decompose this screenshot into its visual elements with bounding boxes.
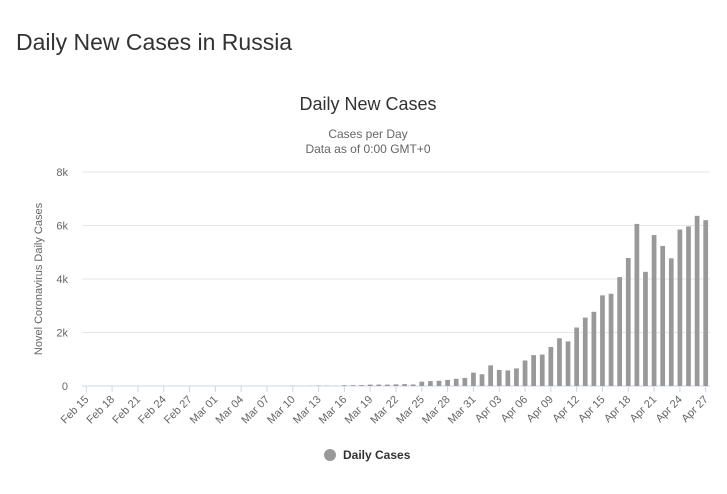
- bar[interactable]: [694, 215, 700, 386]
- bar[interactable]: [668, 258, 674, 386]
- bar[interactable]: [651, 235, 657, 386]
- x-tick-label: Apr 09: [525, 394, 556, 425]
- bar[interactable]: [402, 384, 407, 386]
- bar[interactable]: [625, 258, 631, 386]
- y-tick-label: 2k: [56, 328, 68, 340]
- x-tick-label: Mar 01: [188, 394, 221, 427]
- bar[interactable]: [643, 271, 648, 386]
- y-axis-label: Novel Coronavirus Daily Cases: [33, 202, 45, 355]
- legend-label-daily-cases: Daily Cases: [343, 448, 411, 462]
- bar[interactable]: [686, 226, 691, 386]
- bar[interactable]: [367, 384, 373, 386]
- bar[interactable]: [617, 277, 623, 386]
- bar[interactable]: [557, 338, 562, 386]
- bar[interactable]: [677, 229, 683, 386]
- y-tick-label: 8k: [56, 167, 68, 179]
- bar[interactable]: [428, 381, 433, 386]
- bar[interactable]: [496, 369, 502, 386]
- x-tick-label: Mar 22: [368, 394, 401, 427]
- x-tick-label: Mar 31: [446, 394, 479, 427]
- bar[interactable]: [376, 384, 382, 386]
- x-tick-label: Feb 24: [136, 394, 169, 427]
- bar[interactable]: [522, 360, 528, 386]
- legend[interactable]: Daily Cases: [324, 448, 411, 462]
- bar[interactable]: [410, 384, 416, 386]
- y-axis-ticks: 0 2k 4k 6k 8k: [56, 167, 68, 393]
- bar[interactable]: [591, 311, 597, 386]
- chart-title: Daily New Cases: [299, 94, 436, 114]
- y-tick-label: 0: [62, 381, 68, 393]
- x-tick-label: Apr 03: [473, 394, 504, 425]
- bar[interactable]: [385, 384, 390, 386]
- bar[interactable]: [531, 355, 537, 386]
- x-tick-label: Mar 19: [343, 394, 376, 427]
- y-tick-label: 6k: [56, 221, 68, 233]
- bar[interactable]: [548, 346, 554, 386]
- y-tick-label: 4k: [56, 274, 68, 286]
- x-tick-label: Mar 10: [265, 394, 298, 427]
- bar[interactable]: [479, 374, 485, 386]
- bar[interactable]: [703, 220, 709, 386]
- gridlines: [82, 171, 710, 387]
- x-tick-label: Apr 12: [550, 394, 581, 425]
- x-tick-label: Apr 18: [602, 394, 633, 425]
- bar[interactable]: [453, 378, 459, 386]
- bar[interactable]: [350, 385, 356, 386]
- bar[interactable]: [514, 368, 519, 386]
- bar[interactable]: [445, 379, 450, 386]
- x-tick-label: Feb 18: [85, 394, 118, 427]
- bar[interactable]: [462, 377, 468, 386]
- chart-subtitle-line-2: Data as of 0:00 GMT+0: [305, 142, 430, 156]
- bar[interactable]: [634, 223, 640, 386]
- bar[interactable]: [393, 384, 399, 386]
- bar[interactable]: [582, 317, 588, 386]
- bar[interactable]: [419, 381, 425, 386]
- bar[interactable]: [660, 245, 666, 386]
- bar[interactable]: [608, 293, 614, 386]
- page-heading: Daily New Cases in Russia: [16, 29, 293, 55]
- bar[interactable]: [600, 295, 605, 386]
- x-tick-label: Apr 21: [628, 394, 659, 425]
- chart-subtitle-line-1: Cases per Day: [328, 127, 407, 141]
- x-tick-label: Mar 07: [239, 394, 272, 427]
- bar[interactable]: [565, 341, 571, 386]
- bar[interactable]: [342, 385, 347, 386]
- bar[interactable]: [505, 370, 511, 386]
- bar[interactable]: [436, 380, 442, 386]
- x-tick-label: Apr 24: [654, 394, 685, 425]
- bar[interactable]: [574, 327, 580, 386]
- x-tick-label: Mar 13: [291, 394, 324, 427]
- x-tick-label: Mar 25: [394, 394, 427, 427]
- bar[interactable]: [359, 385, 364, 386]
- legend-marker: [324, 449, 336, 461]
- bar[interactable]: [471, 372, 476, 386]
- bar[interactable]: [539, 354, 545, 386]
- x-tick-label: Mar 28: [420, 394, 453, 427]
- x-tick-label: Feb 15: [59, 394, 92, 427]
- x-tick-label: Apr 06: [499, 394, 530, 425]
- x-tick-label: Feb 21: [110, 394, 143, 427]
- bar[interactable]: [488, 365, 493, 386]
- bars: [221, 215, 709, 386]
- x-tick-label: Mar 04: [214, 394, 247, 427]
- x-tick-label: Mar 16: [317, 394, 350, 427]
- x-tick-label: Apr 27: [679, 394, 710, 425]
- x-tick-label: Apr 15: [576, 394, 607, 425]
- x-tick-label: Feb 27: [162, 394, 195, 427]
